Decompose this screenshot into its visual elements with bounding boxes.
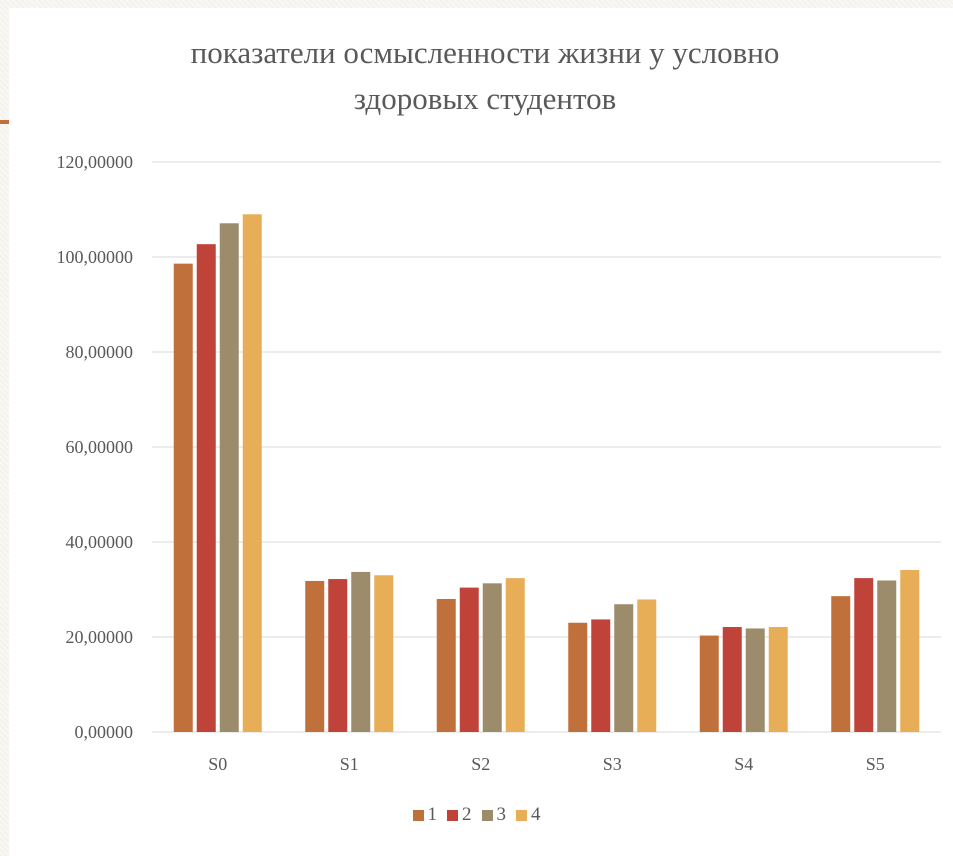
x-tick-label: S2 (471, 754, 490, 774)
y-tick-label: 20,00000 (66, 627, 134, 647)
bar (568, 622, 588, 732)
bar (374, 575, 394, 732)
bar (482, 583, 502, 732)
bar (722, 627, 742, 732)
y-tick-label: 0,00000 (75, 722, 134, 742)
bar (351, 571, 371, 732)
x-tick-label: S3 (603, 754, 622, 774)
legend-item: 2 (447, 804, 472, 826)
y-tick-label: 120,00000 (57, 152, 134, 172)
x-tick-label: S5 (866, 754, 885, 774)
y-tick-label: 100,00000 (57, 247, 134, 267)
legend-label: 4 (531, 804, 541, 825)
legend-swatch (481, 809, 493, 821)
bar (900, 570, 920, 732)
bar (877, 580, 897, 732)
bar (614, 604, 634, 732)
bar (505, 578, 525, 732)
bar (591, 619, 611, 732)
x-tick-label: S1 (340, 754, 359, 774)
x-tick-label: S0 (208, 754, 227, 774)
bar (328, 579, 348, 732)
bar (637, 599, 657, 732)
bar (831, 596, 851, 732)
bar (305, 580, 325, 732)
x-tick-label: S4 (734, 754, 753, 774)
y-tick-label: 60,00000 (66, 437, 134, 457)
legend-item: 1 (412, 804, 438, 826)
y-tick-label: 40,00000 (66, 532, 134, 552)
legend-swatch (412, 809, 424, 821)
legend-swatch (516, 809, 527, 821)
bar (219, 223, 239, 732)
chart-legend: 1 2 3 4 (0, 804, 953, 826)
bar (854, 578, 874, 732)
legend-swatch (447, 809, 458, 821)
bar (699, 635, 719, 732)
bar (768, 627, 788, 732)
bar (173, 263, 193, 732)
bar (459, 587, 479, 732)
bar (196, 244, 216, 733)
bar (242, 214, 262, 732)
y-tick-label: 80,00000 (66, 342, 134, 362)
chart-title: показатели осмысленности жизни у условно… (190, 35, 780, 116)
legend-item: 3 (481, 804, 507, 826)
legend-item: 4 (516, 804, 541, 826)
legend-label: 3 (496, 804, 507, 825)
legend-label: 2 (462, 804, 472, 825)
chart-panel (9, 8, 953, 856)
bar (745, 628, 765, 732)
legend-label: 1 (427, 804, 438, 825)
bar (436, 599, 456, 732)
